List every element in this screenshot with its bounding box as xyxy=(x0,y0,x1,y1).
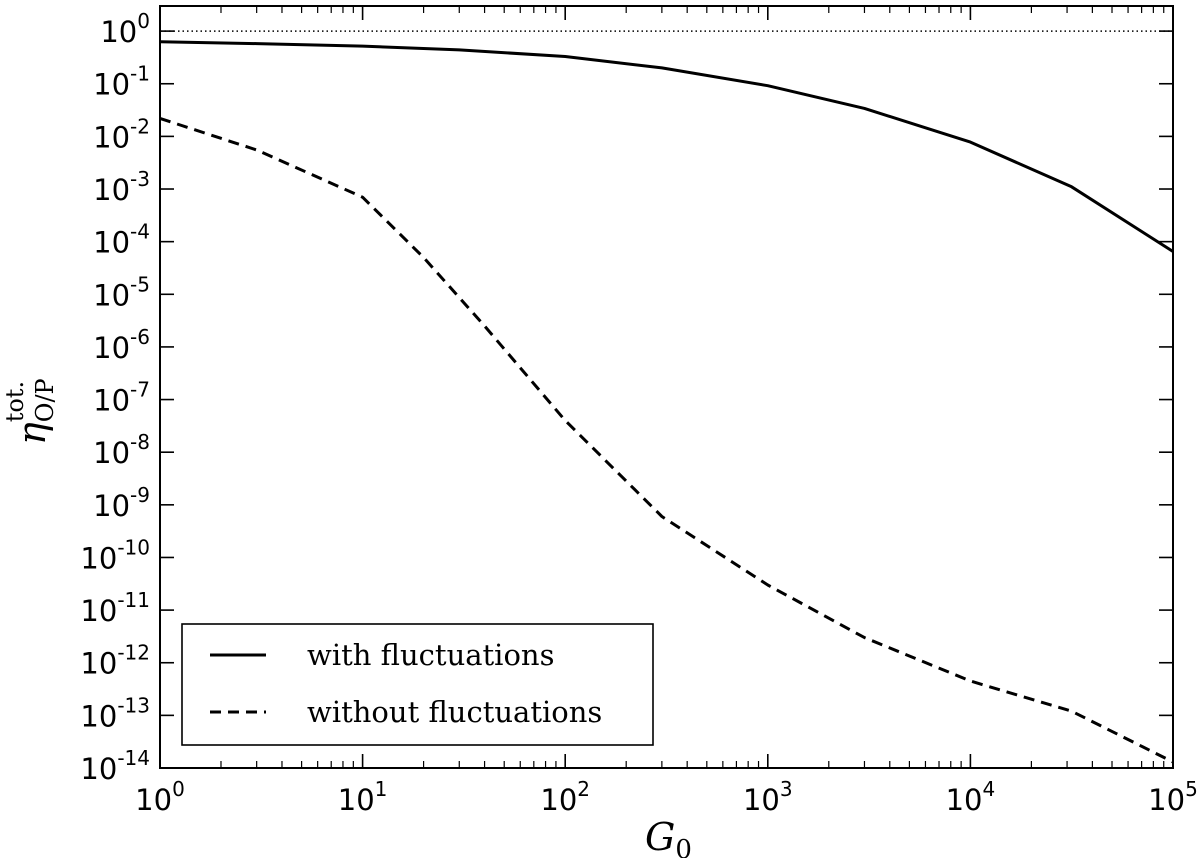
y-tick-label: 10-2 xyxy=(93,114,150,154)
series-line-0 xyxy=(159,40,1174,253)
y-tick-label: 10-8 xyxy=(93,430,150,470)
legend-label-without-fluctuations: without fluctuations xyxy=(307,695,602,729)
x-tick-label: 102 xyxy=(540,777,590,817)
x-tick-label: 103 xyxy=(743,777,793,817)
y-tick-label: 10-6 xyxy=(93,325,150,365)
tick-label-layer: 100 101 102 103 104 105 100 10-1 10-2 10-3 10-4 10-… xyxy=(80,9,1197,817)
y-tick-label: 10-4 xyxy=(93,220,150,260)
plot-frame xyxy=(159,5,1174,769)
y-tick-label: 10-12 xyxy=(80,641,150,681)
legend-label-with-fluctuations: with fluctuations xyxy=(307,638,554,672)
x-axis-label: G0 xyxy=(645,815,692,858)
series-layer xyxy=(159,40,1174,764)
y-axis-label: ηO/Ptot. xyxy=(1,378,59,445)
y-tick-label: 10-1 xyxy=(93,62,150,102)
y-tick-label: 100 xyxy=(100,9,150,49)
legend-box xyxy=(181,623,654,746)
y-tick-label: 10-7 xyxy=(93,378,150,418)
y-tick-label: 10-10 xyxy=(80,535,150,575)
legend: with fluctuations without fluctuations xyxy=(181,623,654,746)
x-tick-label: 104 xyxy=(946,777,996,817)
series-line-1 xyxy=(159,116,1174,764)
y-tick-label: 10-5 xyxy=(93,272,150,312)
x-tick-label: 105 xyxy=(1148,777,1198,817)
y-tick-label: 10-9 xyxy=(93,483,150,523)
x-tick-label: 101 xyxy=(338,777,388,817)
y-tick-label: 10-3 xyxy=(93,167,150,207)
x-tick-label: 100 xyxy=(135,777,185,817)
y-tick-label: 10-14 xyxy=(80,746,150,786)
y-tick-label: 10-11 xyxy=(80,588,150,628)
y-tick-label: 10-13 xyxy=(80,693,150,733)
